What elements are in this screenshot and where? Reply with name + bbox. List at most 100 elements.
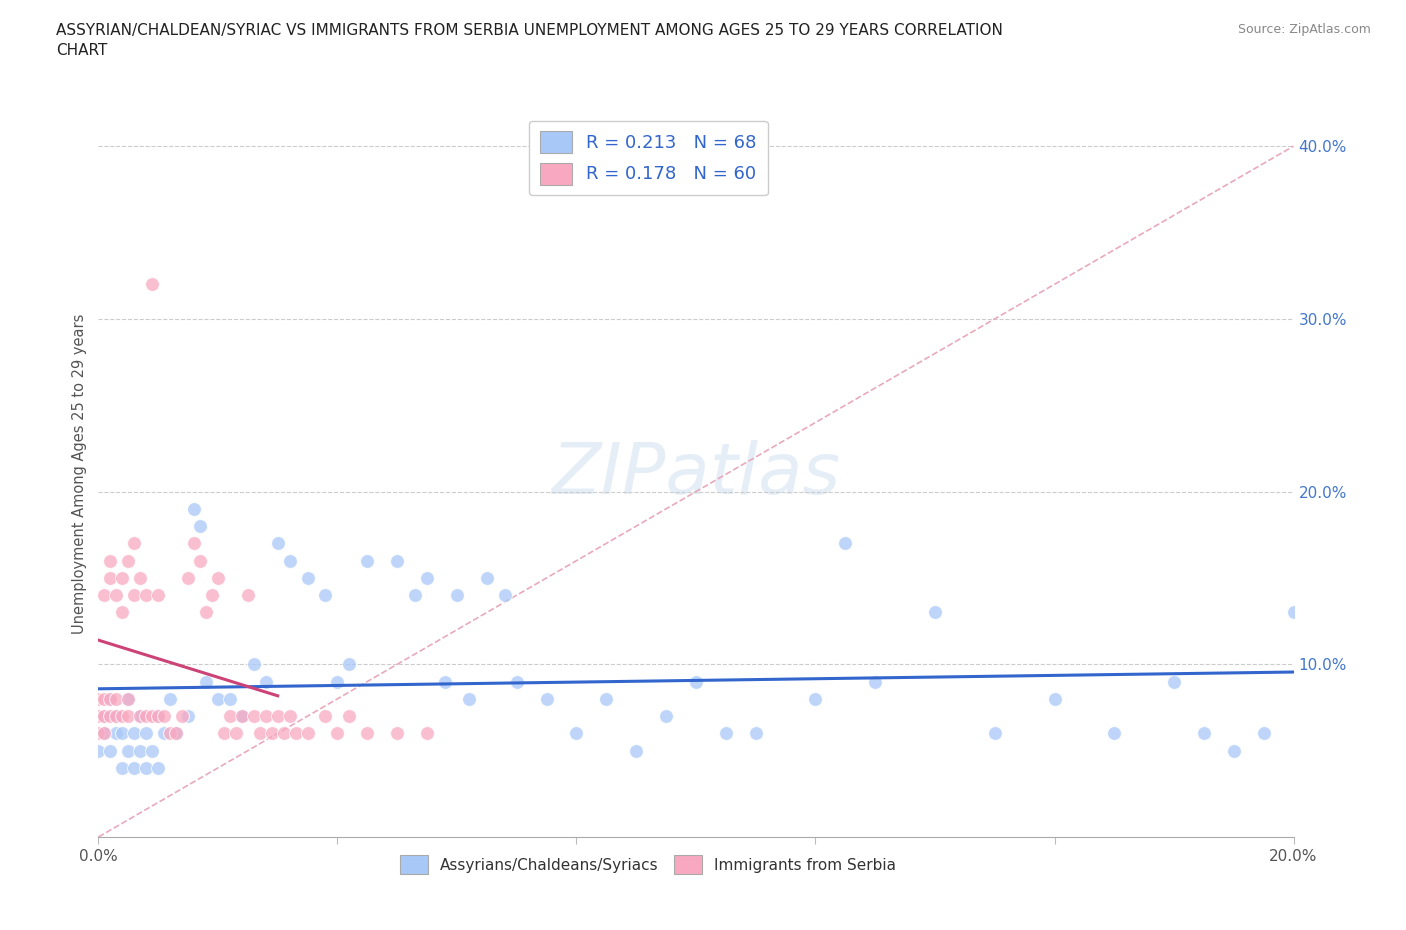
- Point: [93, 709, 115, 724]
- Point: [124, 726, 146, 741]
- Point: [105, 691, 128, 706]
- Point: [111, 761, 134, 776]
- Point: [1163, 674, 1185, 689]
- Point: [267, 709, 290, 724]
- Point: [1223, 743, 1246, 758]
- Point: [117, 743, 139, 758]
- Point: [278, 709, 301, 724]
- Point: [124, 761, 146, 776]
- Point: [267, 536, 290, 551]
- Point: [153, 726, 176, 741]
- Point: [141, 709, 163, 724]
- Point: [105, 709, 128, 724]
- Point: [536, 691, 558, 706]
- Text: ZIPatlas: ZIPatlas: [551, 440, 841, 509]
- Point: [315, 588, 337, 603]
- Point: [105, 726, 128, 741]
- Point: [236, 588, 259, 603]
- Point: [834, 536, 856, 551]
- Point: [98, 743, 122, 758]
- Point: [595, 691, 617, 706]
- Point: [565, 726, 588, 741]
- Point: [231, 709, 253, 724]
- Point: [231, 709, 253, 724]
- Point: [804, 691, 827, 706]
- Point: [117, 691, 139, 706]
- Point: [129, 709, 152, 724]
- Point: [188, 519, 211, 534]
- Point: [87, 726, 110, 741]
- Point: [135, 726, 157, 741]
- Point: [655, 709, 678, 724]
- Point: [984, 726, 1007, 741]
- Point: [111, 726, 134, 741]
- Point: [212, 726, 235, 741]
- Point: [1253, 726, 1275, 741]
- Point: [475, 570, 498, 585]
- Point: [141, 277, 163, 292]
- Point: [297, 570, 319, 585]
- Point: [201, 588, 224, 603]
- Point: [254, 674, 277, 689]
- Point: [177, 570, 200, 585]
- Point: [135, 588, 157, 603]
- Point: [124, 588, 146, 603]
- Point: [124, 536, 146, 551]
- Point: [195, 605, 218, 620]
- Point: [153, 709, 176, 724]
- Point: [458, 691, 481, 706]
- Point: [626, 743, 648, 758]
- Point: [326, 674, 349, 689]
- Point: [356, 553, 378, 568]
- Point: [93, 691, 115, 706]
- Text: ASSYRIAN/CHALDEAN/SYRIAC VS IMMIGRANTS FROM SERBIA UNEMPLOYMENT AMONG AGES 25 TO: ASSYRIAN/CHALDEAN/SYRIAC VS IMMIGRANTS F…: [56, 23, 1002, 58]
- Point: [924, 605, 946, 620]
- Point: [148, 588, 170, 603]
- Point: [219, 709, 242, 724]
- Point: [243, 657, 266, 671]
- Point: [111, 570, 134, 585]
- Point: [243, 709, 266, 724]
- Point: [98, 570, 122, 585]
- Point: [416, 570, 439, 585]
- Point: [385, 726, 409, 741]
- Point: [1282, 605, 1305, 620]
- Legend: Assyrians/Chaldeans/Syriacs, Immigrants from Serbia: Assyrians/Chaldeans/Syriacs, Immigrants …: [394, 849, 903, 880]
- Point: [111, 605, 134, 620]
- Point: [339, 657, 361, 671]
- Y-axis label: Unemployment Among Ages 25 to 29 years: Unemployment Among Ages 25 to 29 years: [72, 314, 87, 634]
- Point: [129, 743, 152, 758]
- Point: [165, 726, 187, 741]
- Point: [1192, 726, 1215, 741]
- Point: [177, 709, 200, 724]
- Point: [93, 726, 115, 741]
- Point: [225, 726, 247, 741]
- Point: [1043, 691, 1066, 706]
- Point: [219, 691, 242, 706]
- Point: [195, 674, 218, 689]
- Point: [745, 726, 768, 741]
- Point: [87, 743, 110, 758]
- Point: [148, 761, 170, 776]
- Point: [148, 709, 170, 724]
- Point: [249, 726, 271, 741]
- Point: [87, 691, 110, 706]
- Point: [129, 709, 152, 724]
- Point: [141, 743, 163, 758]
- Point: [172, 709, 194, 724]
- Point: [385, 553, 409, 568]
- Point: [714, 726, 737, 741]
- Text: Source: ZipAtlas.com: Source: ZipAtlas.com: [1237, 23, 1371, 36]
- Point: [105, 588, 128, 603]
- Point: [111, 709, 134, 724]
- Point: [1104, 726, 1126, 741]
- Point: [183, 536, 205, 551]
- Point: [278, 553, 301, 568]
- Point: [159, 726, 181, 741]
- Point: [93, 726, 115, 741]
- Point: [446, 588, 468, 603]
- Point: [273, 726, 295, 741]
- Point: [98, 691, 122, 706]
- Point: [254, 709, 277, 724]
- Point: [183, 501, 205, 516]
